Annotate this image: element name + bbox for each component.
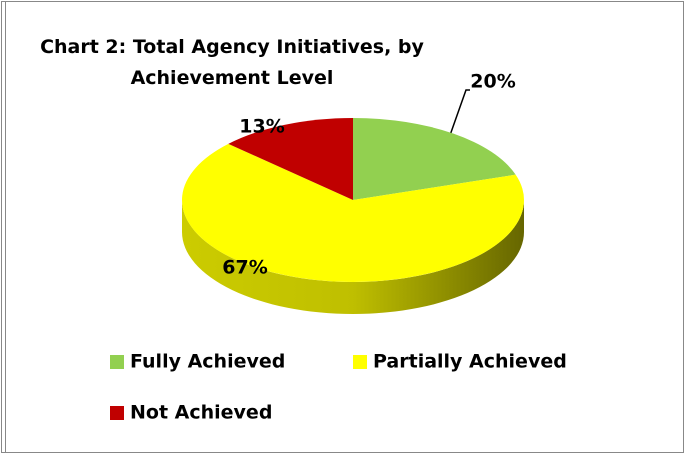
legend-swatch <box>353 355 367 369</box>
legend-label: Partially Achieved <box>373 351 567 373</box>
legend-swatch <box>110 355 124 369</box>
legend-label: Not Achieved <box>130 402 272 424</box>
data-label: 67% <box>222 257 267 279</box>
legend-label: Fully Achieved <box>130 351 285 373</box>
data-label: 20% <box>470 71 515 93</box>
pie-slice <box>228 118 353 200</box>
chart-title: Chart 2: Total Agency Initiatives, by Ac… <box>40 36 424 89</box>
pie-slice-side <box>182 200 524 314</box>
data-label: 13% <box>239 116 284 138</box>
pie-slice <box>353 118 516 200</box>
pie-slice <box>182 143 524 282</box>
legend-swatch <box>110 406 124 420</box>
